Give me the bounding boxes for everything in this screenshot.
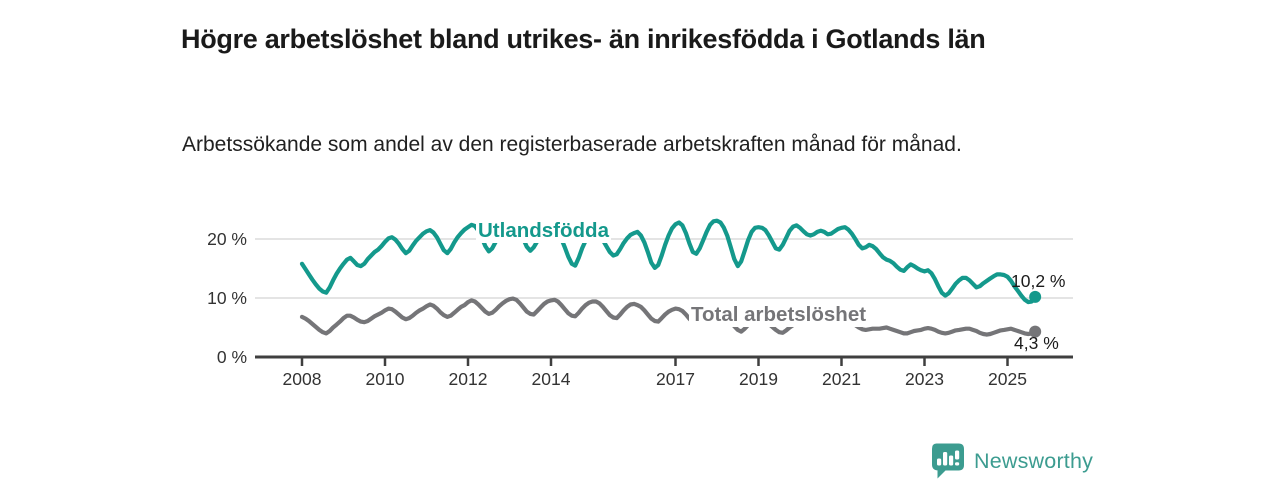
- series-end-dot-1: [1029, 325, 1042, 338]
- chart-subtitle: Arbetssökande som andel av den registerb…: [182, 133, 962, 156]
- x-tick-label: 2023: [905, 369, 944, 389]
- x-tick-label: 2025: [988, 369, 1027, 389]
- bar-chart-speech-bubble-icon: [932, 443, 964, 479]
- series-label-utlandsfodda: Utlandsfödda: [476, 219, 611, 243]
- x-tick-label: 2008: [282, 369, 322, 389]
- y-tick-label: 10 %: [207, 288, 247, 308]
- series-line-1: [299, 296, 1038, 337]
- x-tick-label: 2012: [448, 369, 488, 389]
- series-label-total-arbetsloshet: Total arbetslöshet: [689, 303, 869, 327]
- series-end-dot-0: [1029, 290, 1042, 303]
- x-tick-label: 2010: [365, 369, 405, 389]
- newsworthy-branding: Newsworthy: [929, 442, 1093, 480]
- end-value-label-utlandsfodda: 10,2 %: [1011, 271, 1066, 291]
- x-tick-label: 2021: [822, 369, 861, 389]
- y-tick-label: 20 %: [207, 229, 247, 249]
- x-tick-label: 2017: [656, 369, 695, 389]
- page-title: Högre arbetslöshet bland utrikes- än inr…: [181, 24, 986, 55]
- series-line-0: [299, 218, 1038, 305]
- end-value-label-total: 4,3 %: [1014, 333, 1059, 353]
- x-tick-label: 2019: [739, 369, 778, 389]
- y-tick-label: 0 %: [216, 347, 247, 367]
- x-tick-label: 2014: [531, 369, 571, 389]
- brand-name: Newsworthy: [974, 448, 1094, 473]
